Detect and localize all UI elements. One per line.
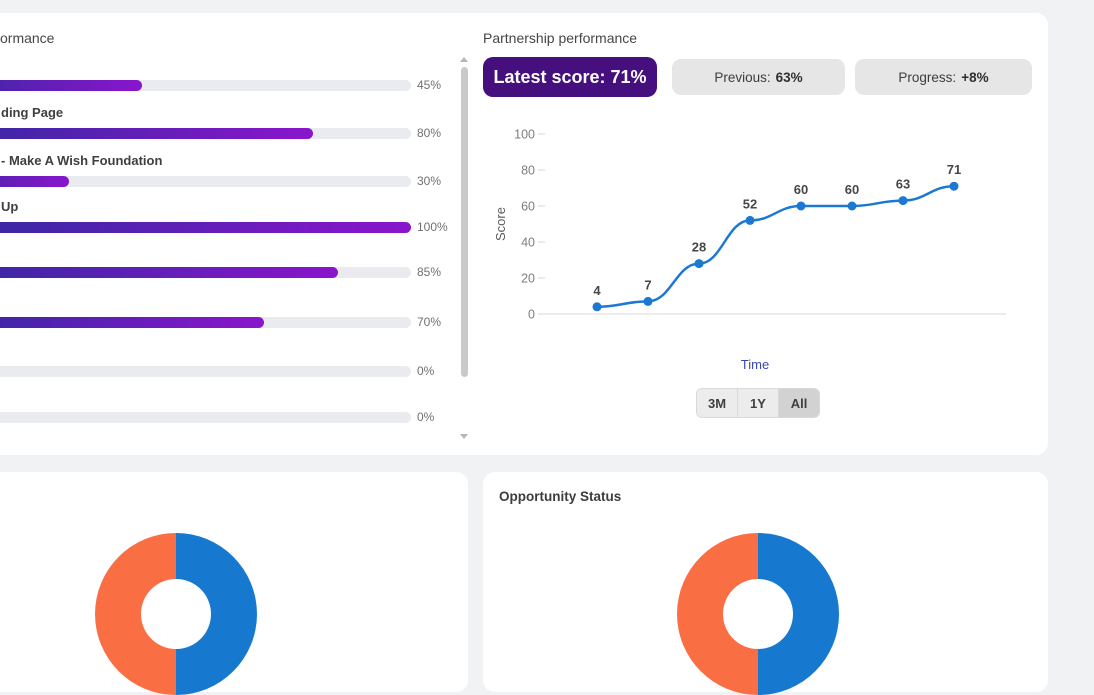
x-axis-label: Time: [740, 357, 770, 372]
bar-label: ding Page: [1, 105, 64, 120]
bar-fill: [0, 128, 313, 139]
bar-track: [0, 267, 411, 278]
bar-track: [0, 222, 411, 233]
range-button-3m[interactable]: 3M: [697, 389, 738, 417]
bar-label: - Make A Wish Foundation: [1, 153, 163, 168]
bar-value-label: 80%: [417, 126, 442, 140]
progress-value: +8%: [961, 69, 989, 85]
bar-track: [0, 366, 411, 377]
bar-value-label: 85%: [417, 265, 442, 279]
left-widget-title: ormance: [0, 30, 55, 46]
previous-value: 63%: [775, 69, 803, 85]
bar-track: [0, 412, 411, 423]
bar-value-label: 0%: [417, 364, 435, 378]
bar-value-label: 30%: [417, 174, 442, 188]
scrollbar-up-arrow-icon[interactable]: [460, 57, 468, 62]
range-button-1y[interactable]: 1Y: [738, 389, 779, 417]
bar-value-label: 100%: [417, 220, 448, 234]
bar-track: [0, 128, 411, 139]
bar-value-label: 70%: [417, 315, 442, 329]
progress-label: Progress:: [898, 69, 957, 85]
bar-fill: [0, 317, 264, 328]
range-button-all[interactable]: All: [779, 389, 819, 417]
bar-track: [0, 317, 411, 328]
bar-label: Up: [1, 199, 19, 214]
opportunity-status-title: Opportunity Status: [499, 489, 622, 504]
latest-score-badge: Latest score: 71%: [483, 57, 657, 97]
time-range-buttons: 3M 1Y All: [696, 388, 820, 418]
bar-fill: [0, 176, 69, 187]
scrollbar-down-arrow-icon[interactable]: [460, 434, 468, 439]
previous-label: Previous:: [714, 69, 771, 85]
bar-track: [0, 176, 411, 187]
bar-fill: [0, 267, 338, 278]
bar-fill: [0, 222, 411, 233]
progress-badge: Progress: +8%: [855, 59, 1032, 95]
bar-value-label: 45%: [417, 78, 442, 92]
previous-score-badge: Previous: 63%: [672, 59, 845, 95]
dashboard-page: ormance 45% ding Page 80% - Make A Wish Fou…: [0, 13, 1048, 695]
donut-hole-left: [141, 579, 211, 649]
partnership-widget-title: Partnership performance: [483, 30, 638, 46]
bar-fill: [0, 80, 142, 91]
bar-value-label: 0%: [417, 410, 435, 424]
donut-hole-right: [723, 579, 793, 649]
scrollbar-thumb[interactable]: [461, 67, 468, 377]
bar-track: [0, 80, 411, 91]
